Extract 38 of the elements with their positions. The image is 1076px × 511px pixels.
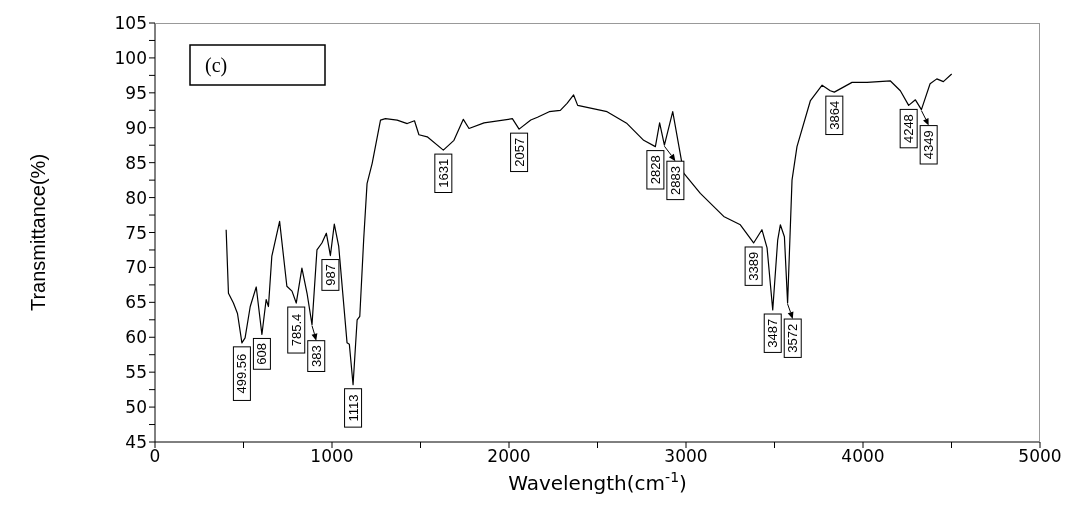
annotation: 1113 [345, 394, 361, 422]
annotation: 2883 [667, 165, 683, 195]
annotation: 2057 [511, 137, 527, 167]
x-tick-label: 0 [149, 446, 161, 467]
y-tick-label: 90 [125, 117, 147, 138]
annotation: 3487 [765, 318, 781, 348]
annotation: 3389 [746, 251, 762, 281]
y-axis-title: Transmittance(%) [27, 153, 50, 312]
annotation: 499.56 [234, 353, 250, 394]
y-tick-label: 70 [125, 257, 147, 278]
annotation: 987 [322, 264, 338, 286]
x-tick-label: 2000 [487, 446, 531, 467]
annotation: 1631 [435, 158, 451, 188]
annotation: 608 [254, 343, 270, 365]
annotation: 2828 [647, 155, 663, 185]
annotation: 3864 [826, 100, 842, 130]
y-tick-label: 75 [125, 222, 147, 243]
y-tick-label: 100 [114, 47, 147, 68]
annotation: 383 [308, 345, 324, 367]
x-tick-label: 3000 [664, 446, 708, 467]
y-tick-label: 55 [125, 362, 147, 383]
y-tick-label: 105 [114, 13, 147, 34]
annotation: 4349 [921, 130, 937, 160]
y-tick-label: 80 [125, 187, 147, 208]
x-tick-label: 5000 [1018, 446, 1062, 467]
x-tick-label: 1000 [310, 446, 354, 467]
y-tick-label: 60 [125, 327, 147, 348]
y-tick-label: 45 [125, 432, 147, 453]
y-tick-label: 85 [125, 152, 147, 173]
annotation: 785.4 [288, 313, 304, 347]
annotation: (c) [205, 54, 228, 77]
y-tick-label: 50 [125, 397, 147, 418]
y-tick-label: 65 [125, 292, 147, 313]
x-axis-title: Wavelength(cm$^{-1}$) [508, 469, 687, 495]
annotation: 4248 [901, 114, 917, 144]
y-tick-label: 95 [125, 82, 147, 103]
annotation: 3572 [785, 323, 801, 353]
x-tick-label: 4000 [841, 446, 885, 467]
